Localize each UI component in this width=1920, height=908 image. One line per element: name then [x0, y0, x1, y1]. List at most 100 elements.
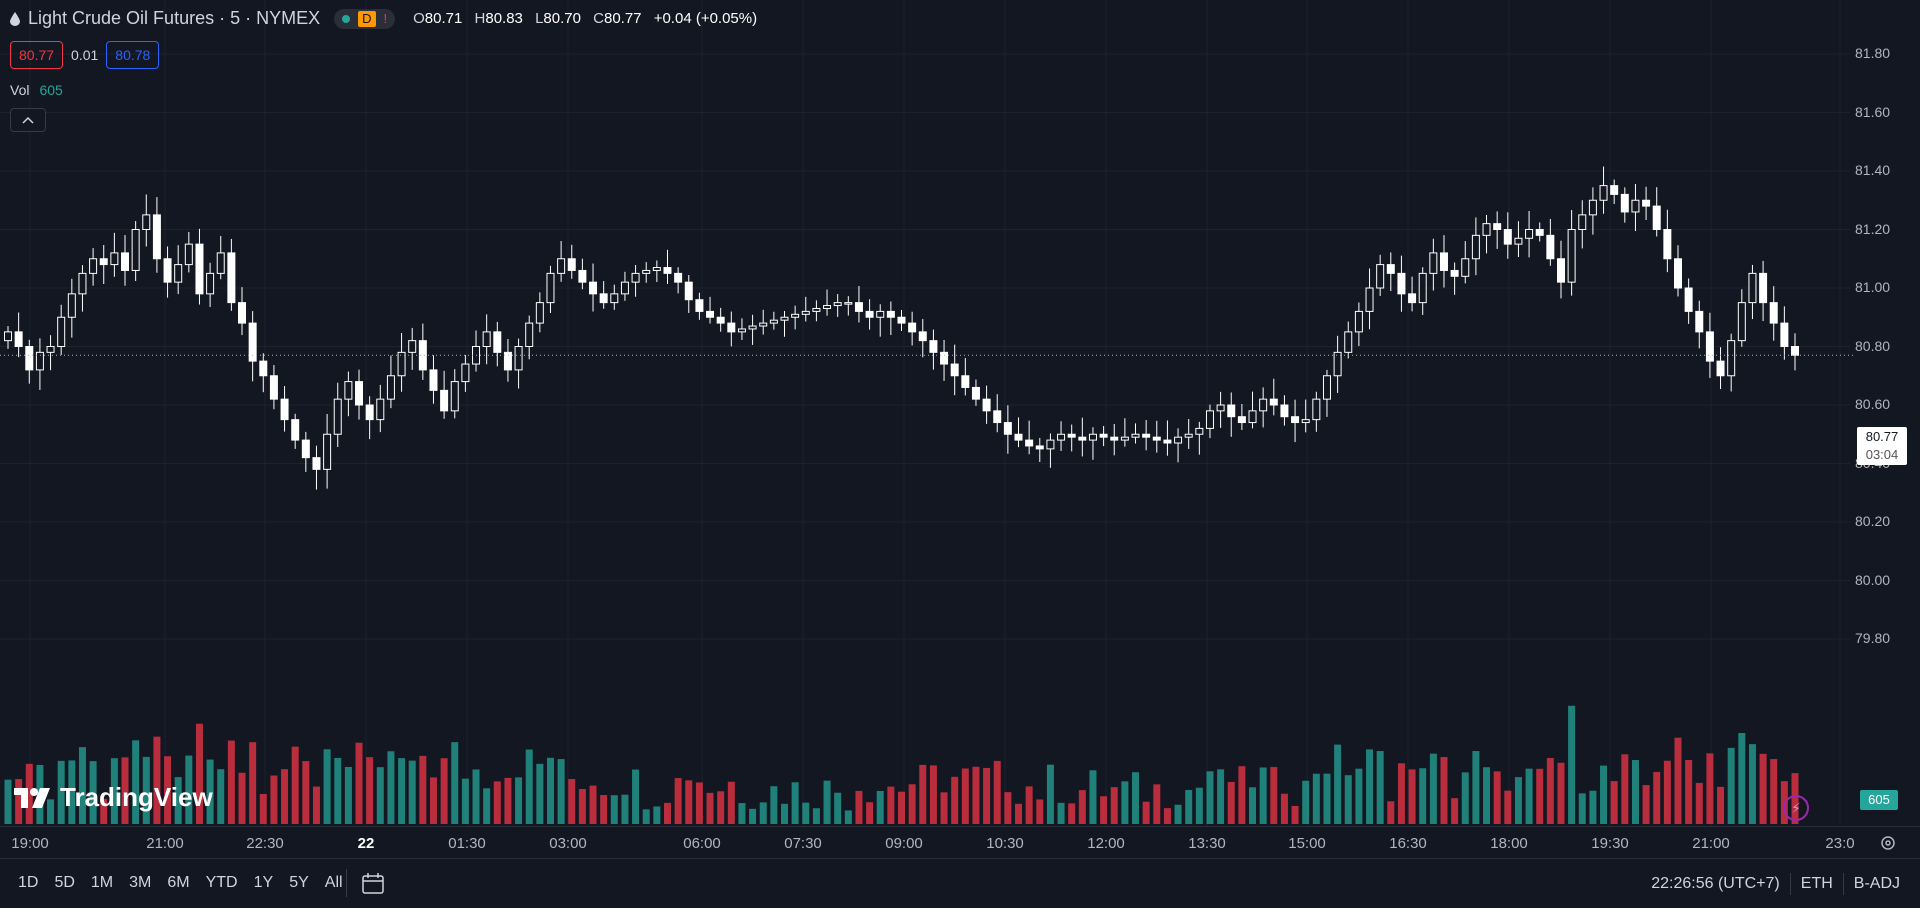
price-axis-label: 80.80	[1855, 337, 1891, 354]
symbol-legend[interactable]: Light Crude Oil Futures · 5 · NYMEX D ! …	[10, 8, 765, 29]
price-axis-label: 81.20	[1855, 220, 1891, 237]
volume-bar	[1068, 803, 1076, 824]
candle-body	[1599, 185, 1608, 201]
volume-bar	[791, 782, 799, 824]
alert-icon: !	[383, 10, 388, 26]
candle-body	[865, 310, 874, 318]
candle-body	[663, 267, 672, 274]
candle-body	[121, 252, 130, 271]
volume-bar	[1504, 790, 1512, 824]
range-button-1d[interactable]: 1D	[18, 874, 39, 891]
candle-body	[1248, 410, 1257, 424]
candle-body	[1046, 439, 1055, 450]
volume-bar	[749, 808, 757, 824]
candle-body	[1727, 340, 1736, 377]
candle-body	[1184, 433, 1193, 438]
volume-bar	[1046, 764, 1054, 824]
candle-body	[1003, 422, 1012, 435]
candle-body	[1333, 351, 1342, 377]
volume-bar	[472, 769, 480, 824]
ask-button[interactable]: 80.78	[106, 41, 160, 69]
range-button-all[interactable]: All	[324, 874, 343, 891]
candle-body	[1110, 436, 1119, 441]
candle-body	[1620, 193, 1629, 213]
candle-body	[152, 214, 161, 260]
volume-bar	[164, 756, 172, 824]
collapse-legend-button[interactable]	[10, 108, 46, 132]
candle-body	[206, 272, 215, 295]
volume-bar	[1419, 768, 1427, 824]
candle-body	[1567, 229, 1576, 283]
range-button-1y[interactable]: 1Y	[253, 874, 274, 891]
volume-bar	[142, 756, 150, 824]
candle-body	[1514, 237, 1523, 245]
volume-legend[interactable]: Vol 605	[10, 82, 63, 98]
range-button-3m[interactable]: 3M	[129, 874, 152, 891]
range-button-1m[interactable]: 1M	[90, 874, 114, 891]
candle-body	[1673, 258, 1682, 289]
volume-bar	[1536, 768, 1544, 824]
candle-body	[812, 307, 821, 312]
range-buttons: 1D 5D 1M 3M 6M YTD 1Y 5Y All	[10, 872, 351, 894]
gear-icon[interactable]	[1878, 833, 1898, 853]
volume-bar	[536, 763, 544, 824]
candle-body	[631, 272, 640, 283]
adjustment-toggle[interactable]: B-ADJ	[1853, 875, 1900, 892]
candle-body	[759, 322, 768, 327]
chevron-up-icon	[22, 116, 34, 124]
time-axis-label: 16:30	[1389, 835, 1427, 852]
candle-body	[1237, 416, 1246, 424]
volume-bar	[89, 761, 97, 824]
candle-body	[876, 310, 885, 318]
volume-bar	[1334, 744, 1342, 824]
volume-bar	[1674, 737, 1682, 824]
volume-bar	[344, 766, 352, 824]
candle-body	[1748, 272, 1757, 304]
candle-body	[408, 340, 417, 353]
volume-bar	[993, 760, 1001, 824]
volume-bar	[1376, 751, 1384, 824]
volume-bar	[695, 782, 703, 824]
candle-body	[950, 363, 959, 377]
volume-bar	[1195, 787, 1203, 824]
volume-bar	[387, 751, 395, 824]
candle-body	[589, 281, 598, 295]
tradingview-watermark[interactable]: TradingView	[14, 782, 213, 813]
time-axis-label: 10:30	[986, 835, 1024, 852]
candle-body	[652, 267, 661, 271]
range-button-5y[interactable]: 5Y	[289, 874, 309, 891]
symbol-title[interactable]: Light Crude Oil Futures · 5 · NYMEX	[28, 8, 321, 28]
session-toggle[interactable]: ETH	[1800, 875, 1833, 892]
volume-bar	[1748, 744, 1756, 824]
volume-bar	[685, 780, 693, 824]
clock[interactable]: 22:26:56 (UTC+7)	[1651, 875, 1780, 892]
candle-body	[1227, 404, 1236, 418]
candle-body	[184, 243, 193, 266]
price-chart[interactable]	[0, 0, 1890, 826]
volume-bar	[770, 786, 778, 824]
range-button-6m[interactable]: 6M	[167, 874, 190, 891]
volume-bar	[727, 781, 735, 824]
chart-pane[interactable]: Light Crude Oil Futures · 5 · NYMEX D ! …	[0, 0, 1890, 826]
volume-bar	[25, 763, 33, 824]
candle-body	[376, 398, 385, 421]
lightning-button[interactable]: ⚡	[1783, 795, 1809, 821]
volume-bar	[898, 791, 905, 824]
candle-body	[1280, 404, 1289, 418]
calendar-icon[interactable]	[360, 871, 386, 897]
range-button-ytd[interactable]: YTD	[205, 874, 238, 891]
volume-bar	[600, 795, 608, 824]
candle-body	[1365, 287, 1374, 312]
volume-bar	[1302, 780, 1310, 824]
time-axis[interactable]: 19:00 21:00 22:30 22 01:30 03:00 06:00 07:30 09:…	[0, 826, 1920, 858]
volume-bar	[887, 786, 895, 824]
bid-button[interactable]: 80.77	[10, 41, 64, 69]
bottom-right-controls: 22:26:56 (UTC+7) ETH B-ADJ	[1641, 873, 1910, 895]
range-button-5d[interactable]: 5D	[54, 874, 75, 891]
volume-bar	[1312, 773, 1320, 824]
candle-body	[461, 363, 470, 383]
volume-bar	[1493, 771, 1501, 824]
market-status-pill[interactable]: D !	[334, 8, 396, 29]
volume-bar	[951, 776, 959, 824]
volume-bar	[121, 757, 129, 824]
